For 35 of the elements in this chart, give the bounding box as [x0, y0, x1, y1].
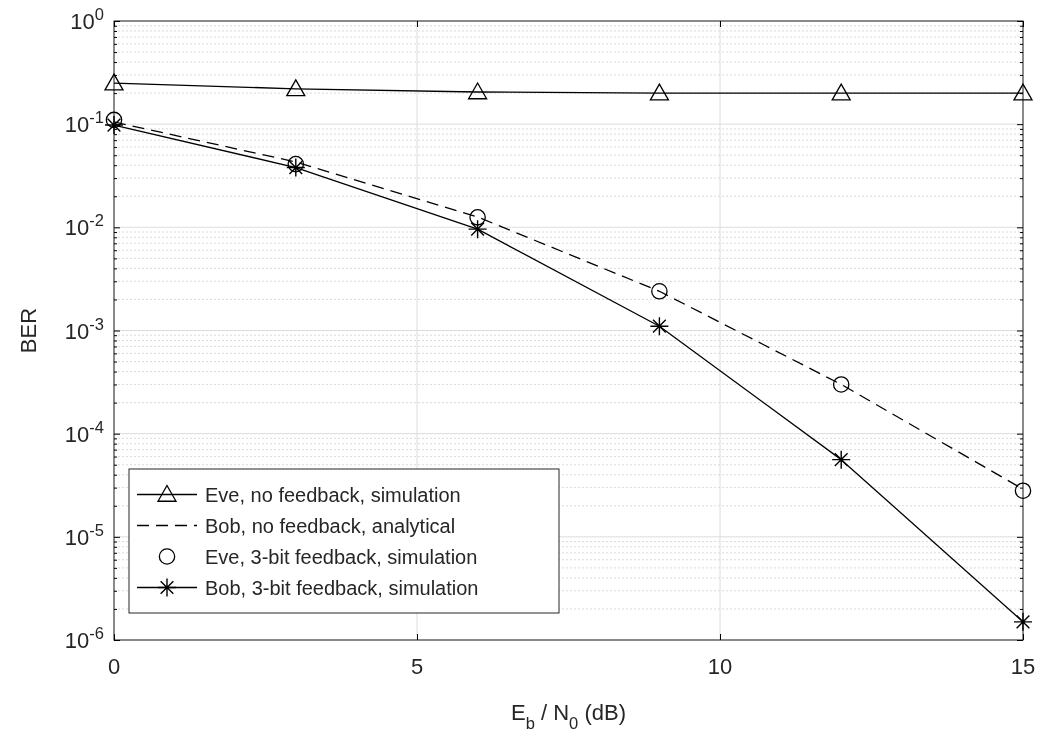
- point: [1013, 612, 1033, 632]
- y-tick-label: 10$^{-2}$: [64, 211, 104, 241]
- legend-label: Bob, 3-bit feedback, simulation: [205, 576, 479, 599]
- x-tick-label: 0: [107, 654, 121, 679]
- y-tick-label: 10$^{-5}$: [64, 520, 104, 550]
- point: [651, 282, 668, 300]
- y-tick-label: 10$^{-1}$: [64, 108, 104, 138]
- point: [831, 83, 851, 101]
- y-axis-title: BER: [16, 307, 41, 354]
- legend-label: Eve, no feedback, simulation: [205, 483, 461, 506]
- point: [467, 82, 488, 100]
- point: [467, 219, 488, 239]
- point: [1013, 83, 1033, 101]
- point: [1014, 482, 1032, 499]
- x-tick-label: 10: [707, 654, 733, 679]
- point: [105, 111, 123, 129]
- y-tick-label: 10$^{-6}$: [64, 624, 104, 653]
- point: [104, 115, 124, 135]
- x-axis-title: E$_{b}$ / N$_{0}$ (dB): [511, 700, 626, 732]
- point: [831, 449, 851, 470]
- point: [649, 83, 670, 101]
- x-tick-label: 15: [1010, 654, 1036, 679]
- legend-label: Eve, 3-bit feedback, simulation: [205, 545, 478, 568]
- x-tick-label: 5: [410, 654, 424, 679]
- point: [287, 155, 305, 173]
- point: [832, 376, 850, 393]
- point: [104, 73, 124, 91]
- point: [649, 316, 670, 336]
- y-tick-label: 10$^{-3}$: [64, 314, 104, 344]
- y-tick-label: 10$^{0}$: [70, 5, 104, 34]
- point: [286, 157, 306, 178]
- point: [286, 79, 306, 97]
- point: [469, 209, 486, 226]
- y-tick-label: 10$^{-4}$: [64, 417, 104, 447]
- legend-label: Bob, no feedback, analytical: [205, 514, 456, 537]
